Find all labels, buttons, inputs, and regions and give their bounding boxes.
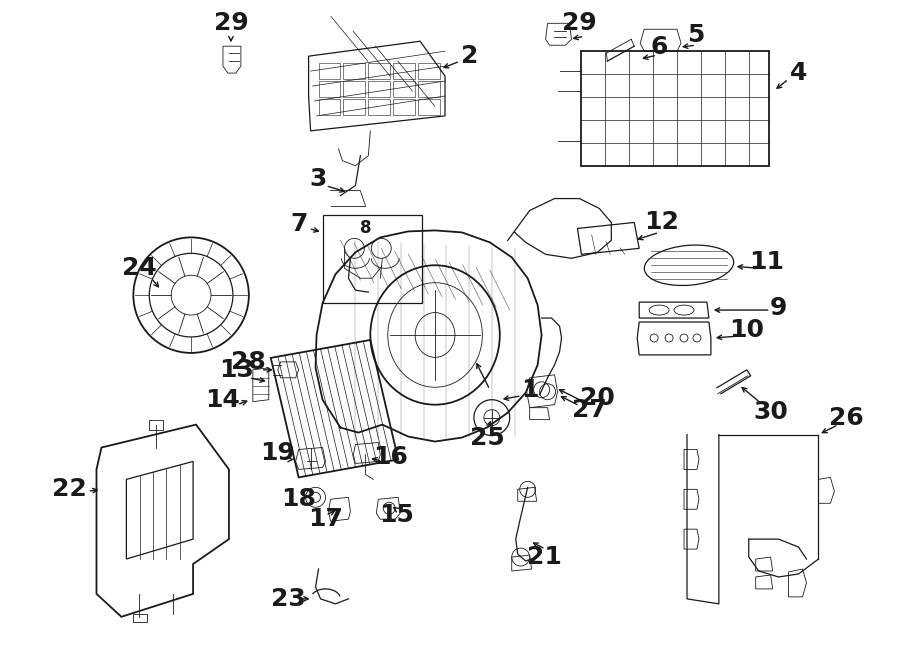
Bar <box>344 81 365 97</box>
Text: 6: 6 <box>651 35 668 59</box>
Text: 21: 21 <box>527 545 562 569</box>
Text: 8: 8 <box>360 219 371 237</box>
Text: 19: 19 <box>260 442 295 465</box>
Text: 26: 26 <box>829 406 864 430</box>
Bar <box>368 63 391 79</box>
Bar <box>344 63 365 79</box>
Bar <box>319 99 340 115</box>
Text: 11: 11 <box>749 251 784 274</box>
Text: 12: 12 <box>644 210 679 235</box>
Bar <box>393 63 415 79</box>
Text: 29: 29 <box>562 11 597 35</box>
Text: 16: 16 <box>373 446 408 469</box>
Bar <box>418 99 440 115</box>
Text: 23: 23 <box>271 587 306 611</box>
Bar <box>393 99 415 115</box>
Bar <box>344 99 365 115</box>
Bar <box>322 215 422 303</box>
Text: 25: 25 <box>471 426 505 449</box>
Bar <box>418 63 440 79</box>
Text: 22: 22 <box>52 477 87 501</box>
Text: 30: 30 <box>753 400 788 424</box>
Text: 24: 24 <box>122 256 157 280</box>
Text: 29: 29 <box>213 11 248 35</box>
Bar <box>319 81 340 97</box>
Text: 17: 17 <box>308 507 343 531</box>
Bar <box>368 99 391 115</box>
Text: 10: 10 <box>729 318 764 342</box>
Bar <box>368 81 391 97</box>
Bar <box>133 614 148 622</box>
Text: 20: 20 <box>580 386 615 410</box>
Bar <box>418 81 440 97</box>
Text: 7: 7 <box>290 212 307 237</box>
Bar <box>581 51 769 166</box>
Text: 28: 28 <box>231 350 266 374</box>
Text: 13: 13 <box>220 358 255 382</box>
Text: 2: 2 <box>461 44 479 68</box>
Text: 14: 14 <box>205 388 240 412</box>
Text: 9: 9 <box>770 296 788 320</box>
Text: 5: 5 <box>688 23 705 47</box>
Text: 3: 3 <box>310 167 328 190</box>
Bar <box>319 63 340 79</box>
Text: 18: 18 <box>281 487 316 512</box>
Text: 4: 4 <box>790 61 807 85</box>
Bar <box>393 81 415 97</box>
Text: 27: 27 <box>572 398 607 422</box>
Text: 15: 15 <box>379 503 414 527</box>
Text: 1: 1 <box>521 377 538 402</box>
Bar <box>149 420 163 430</box>
